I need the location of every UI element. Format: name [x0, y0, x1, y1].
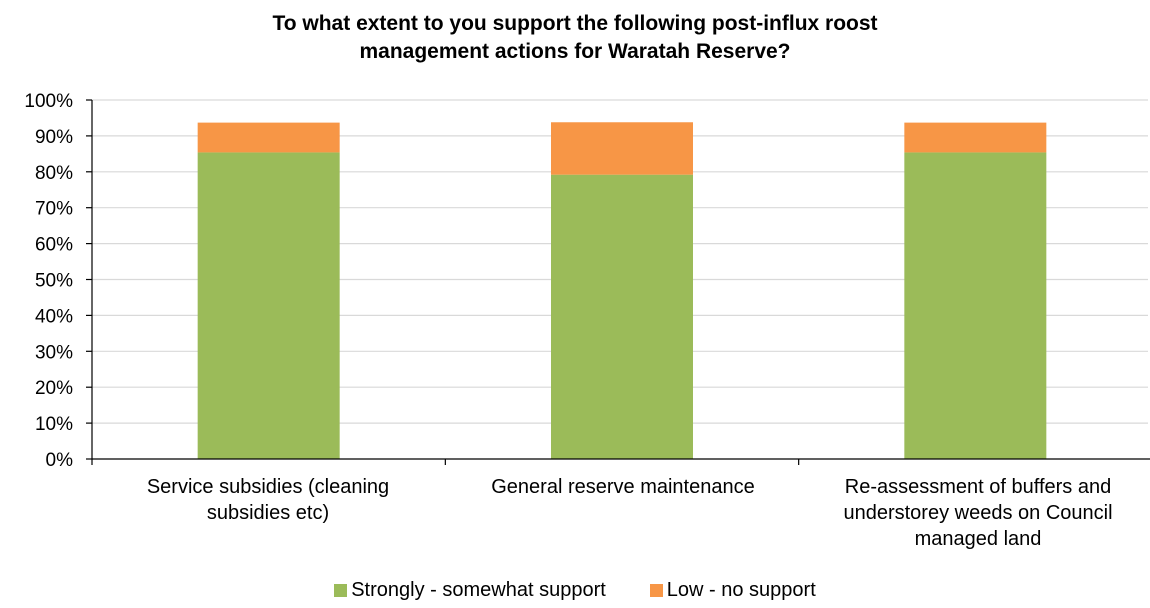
category-label-1: Service subsidies (cleaning subsidies et… — [103, 474, 433, 526]
y-tick-label: 90% — [35, 127, 73, 148]
y-tick-label: 60% — [35, 235, 73, 256]
legend-label-no-support: Low - no support — [666, 579, 816, 601]
bars — [197, 122, 1047, 459]
category-label-line: managed land — [914, 528, 1042, 550]
category-label-line: Service subsidies (cleaning — [146, 476, 390, 498]
legend-label-support: Strongly - somewhat support — [351, 579, 606, 601]
category-label-line: understorey weeds on Council — [843, 502, 1113, 524]
bar-segment-support — [197, 152, 340, 459]
y-tick-label: 0% — [46, 450, 74, 471]
legend: Strongly - somewhat support Low - no sup… — [0, 579, 1150, 602]
category-label-2: General reserve maintenance — [458, 474, 788, 500]
y-tick-label: 10% — [35, 414, 73, 435]
chart-title-line-1: To what extent to you support the follow… — [272, 12, 878, 35]
axes: 0% 10% 20% 30% 40% 50% 60% 70% 80% 90% 100% — [24, 91, 1150, 471]
y-tick-label: 80% — [35, 163, 73, 184]
bar-segment-no-support — [904, 122, 1047, 153]
category-label-3: Re-assessment of buffers and understorey… — [813, 474, 1143, 552]
category-label-line: General reserve maintenance — [491, 476, 755, 498]
bar-segment-support — [551, 174, 693, 459]
y-tick-label: 50% — [35, 271, 73, 292]
y-tick-label: 40% — [35, 306, 73, 327]
chart-title-line-2: management actions for Waratah Reserve? — [359, 40, 791, 63]
legend-swatch-support — [334, 584, 348, 597]
y-tick-label: 70% — [35, 199, 73, 220]
bar-segment-no-support — [197, 122, 340, 153]
category-label-line: subsidies etc) — [206, 502, 330, 524]
legend-swatch-no-support — [649, 584, 663, 597]
y-tick-label: 100% — [24, 91, 73, 112]
y-tick-label: 30% — [35, 342, 73, 363]
legend-item-no-support: Low - no support — [649, 579, 816, 602]
bar-segment-no-support — [551, 122, 693, 175]
category-label-line: Re-assessment of buffers and — [844, 476, 1112, 498]
chart-title: To what extent to you support the follow… — [0, 10, 1150, 66]
bar-segment-support — [904, 152, 1047, 459]
y-tick-label: 20% — [35, 378, 73, 399]
legend-item-support: Strongly - somewhat support — [334, 579, 606, 602]
